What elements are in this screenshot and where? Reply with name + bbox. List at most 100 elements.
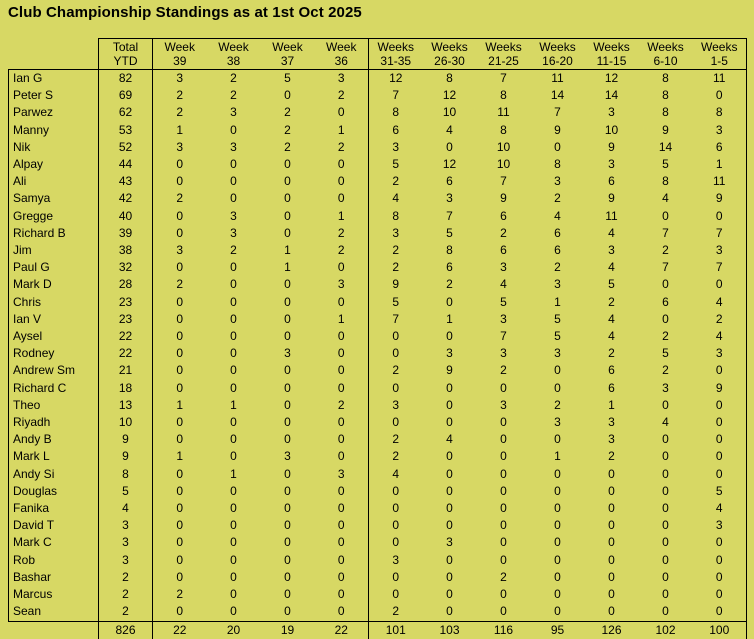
total-value-cell: 101 (368, 620, 423, 639)
value-cell: 21 (98, 362, 153, 380)
value-cell: 2 (608, 346, 615, 361)
table-row: Sean 2 0 0 0 0 2 0 0 0 0 0 0 (8, 603, 747, 622)
value-cell: 2 (98, 603, 153, 621)
total-value-cell: 22 (314, 620, 369, 639)
value-cell: 2 (392, 363, 400, 378)
total-value-cell: 826 (98, 620, 153, 639)
value-cell: 0 (230, 346, 237, 361)
column-header: Weeks 11-15 (584, 38, 639, 70)
value-cell: 0 (446, 604, 453, 619)
table-row: Ian V 23 0 0 0 1 7 1 3 5 4 0 2 (8, 310, 747, 329)
value-cell: 3 (314, 276, 369, 294)
value-cell: 0 (392, 518, 400, 533)
column-header-line1: Weeks (431, 40, 468, 54)
column-header: Week 38 (206, 38, 261, 70)
value-cell: 0 (608, 569, 615, 584)
value-cell: 7 (554, 105, 561, 120)
value-cell: 0 (314, 328, 369, 346)
value-cell: 3 (692, 242, 747, 260)
value-cell: 5 (554, 311, 561, 326)
player-name-cell: Aysel (8, 328, 99, 346)
player-name-cell: Peter S (8, 87, 99, 105)
player-name-cell: Rob (8, 551, 99, 569)
value-cell: 4 (500, 277, 507, 292)
value-cell: 6 (446, 174, 453, 189)
column-header-line1: Weeks (539, 40, 576, 54)
value-cell: 0 (284, 397, 291, 412)
value-cell: 0 (176, 157, 184, 172)
value-cell: 0 (176, 225, 184, 240)
table-row: Peter S 69 2 2 0 2 7 12 8 14 14 8 0 (8, 87, 747, 105)
value-cell: 14 (550, 88, 565, 103)
total-value-cell: 126 (584, 620, 639, 639)
value-cell: 0 (554, 466, 561, 481)
value-cell: 3 (392, 397, 400, 412)
value-cell: 2 (500, 569, 507, 584)
value-cell: 6 (608, 174, 615, 189)
value-cell: 0 (230, 449, 237, 464)
value-cell: 0 (662, 277, 669, 292)
table-row: Fanika 4 0 0 0 0 0 0 0 0 0 0 4 (8, 500, 747, 518)
table-row: Gregge 40 0 3 0 1 8 7 6 4 11 0 0 (8, 207, 747, 225)
value-cell: 18 (98, 379, 153, 397)
value-cell: 2 (314, 87, 369, 105)
column-header-line2: 31-35 (380, 54, 412, 68)
value-cell: 0 (500, 552, 507, 567)
value-cell: 6 (500, 208, 507, 223)
value-cell: 42 (98, 190, 153, 208)
value-cell: 0 (230, 329, 237, 344)
table-row: Paul G 32 0 0 1 0 2 6 3 2 4 7 7 (8, 259, 747, 277)
value-cell: 0 (230, 518, 237, 533)
value-cell: 6 (662, 294, 669, 309)
column-header-line1: Weeks (377, 40, 414, 54)
value-cell: 0 (176, 466, 184, 481)
value-cell: 3 (314, 69, 369, 88)
value-cell: 0 (554, 139, 561, 154)
column-header-line2: 16-20 (542, 54, 573, 68)
value-cell: 0 (554, 380, 561, 395)
value-cell: 0 (692, 87, 747, 105)
value-cell: 1 (554, 294, 561, 309)
value-cell: 2 (500, 363, 507, 378)
value-cell: 62 (98, 104, 153, 122)
value-cell: 8 (500, 88, 507, 103)
value-cell: 3 (98, 517, 153, 535)
value-cell: 1 (230, 397, 237, 412)
value-cell: 2 (314, 396, 369, 415)
value-cell: 5 (692, 482, 747, 501)
value-cell: 0 (314, 534, 369, 552)
player-name-cell: Richard B (8, 224, 99, 243)
value-cell: 3 (98, 551, 153, 569)
player-name-cell: Mark D (8, 276, 99, 294)
value-cell: 0 (314, 190, 369, 208)
value-cell: 0 (230, 157, 237, 172)
header-row: Total YTD Week 39 Week 38 Week 37 Week 36 Weeks 31-… (9, 38, 747, 70)
value-cell: 3 (692, 345, 747, 363)
player-name-cell: Manny (8, 121, 99, 139)
value-cell: 0 (500, 501, 507, 516)
value-cell: 0 (692, 207, 747, 225)
value-cell: 7 (692, 224, 747, 243)
value-cell: 0 (554, 432, 561, 447)
column-header-line2: 11-15 (596, 54, 627, 68)
value-cell: 10 (604, 122, 619, 137)
value-cell: 0 (662, 432, 669, 447)
value-cell: 0 (554, 363, 561, 378)
page-title: Club Championship Standings as at 1st Oc… (8, 4, 362, 21)
value-cell: 0 (176, 346, 184, 361)
total-value-cell: 102 (638, 620, 693, 639)
value-cell: 0 (284, 415, 291, 430)
player-name-cell: Mark L (8, 448, 99, 466)
value-cell: 0 (314, 104, 369, 122)
value-cell: 0 (692, 448, 747, 466)
player-name-cell: Andy B (8, 431, 99, 449)
table-row: Chris 23 0 0 0 0 5 0 5 1 2 6 4 (8, 293, 747, 311)
value-cell: 0 (176, 415, 184, 430)
value-cell: 3 (692, 121, 747, 139)
value-cell: 12 (604, 71, 619, 85)
value-cell: 0 (284, 535, 291, 550)
value-cell: 0 (314, 517, 369, 535)
value-cell: 8 (662, 88, 669, 103)
value-cell: 2 (662, 363, 669, 378)
